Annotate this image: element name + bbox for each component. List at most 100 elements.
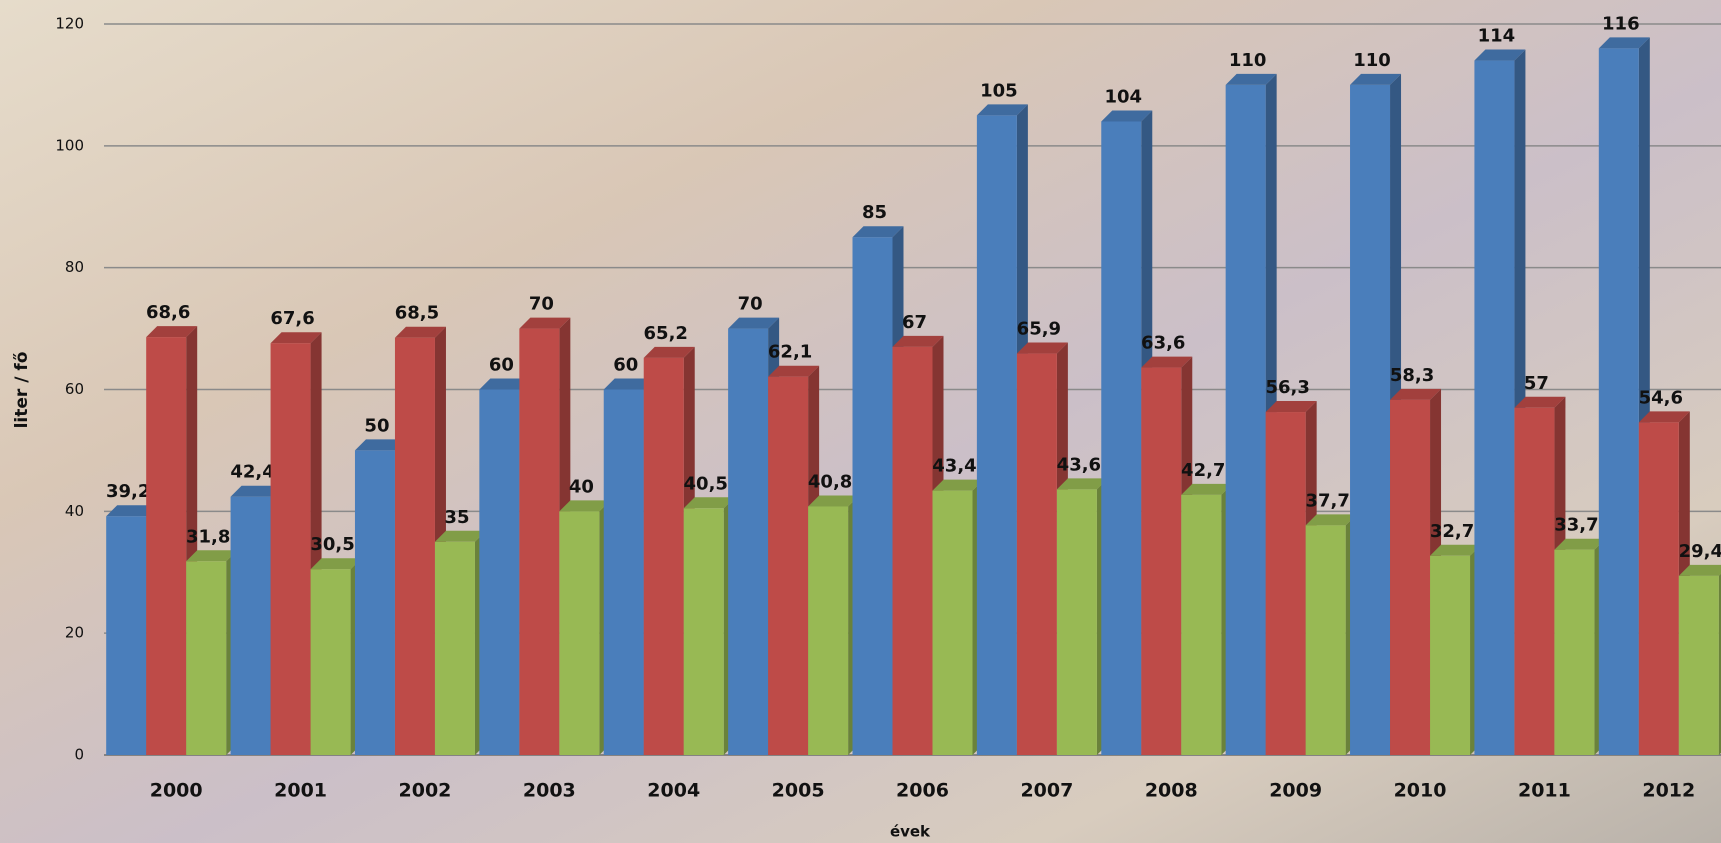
y-tick-label: 100 (55, 136, 84, 154)
value-label: 116 (1602, 13, 1640, 34)
bar (684, 508, 724, 755)
bar (1599, 48, 1639, 755)
value-label: 65,2 (644, 323, 688, 344)
value-label: 67 (902, 312, 927, 333)
bar (186, 561, 226, 755)
bar (311, 569, 351, 755)
value-label: 29,4 (1679, 541, 1721, 562)
value-label: 57 (1524, 373, 1549, 394)
bar (1181, 495, 1221, 755)
value-label: 50 (364, 415, 389, 436)
bar (1306, 525, 1346, 755)
bar (231, 497, 271, 755)
bar (1266, 412, 1306, 755)
value-label: 54,6 (1639, 387, 1683, 408)
y-axis-label: liter / fő (12, 352, 32, 429)
bar (1679, 576, 1719, 755)
value-label: 70 (529, 294, 554, 315)
x-tick-label: 2004 (647, 780, 700, 802)
chart: liter / fő évek 0 20 40 60 80 100 120 2000 39,2 6… (0, 0, 1721, 843)
value-label: 85 (862, 202, 887, 223)
value-label: 42,4 (230, 462, 274, 483)
bar (893, 347, 933, 755)
bar (479, 390, 519, 756)
x-tick-label: 2003 (523, 780, 576, 802)
bar (604, 390, 644, 756)
bar (271, 343, 311, 755)
bar (1514, 408, 1554, 755)
bar (355, 450, 395, 755)
bar (1554, 550, 1594, 755)
x-axis-label: évek (890, 823, 931, 841)
y-tick-label: 120 (55, 15, 84, 33)
x-tick-label: 2009 (1269, 780, 1322, 802)
x-tick-label: 2001 (274, 780, 327, 802)
y-tick-label: 40 (65, 502, 84, 520)
value-label: 40,5 (684, 473, 728, 494)
bar (1390, 400, 1430, 755)
value-label: 70 (738, 294, 763, 315)
bar (1639, 422, 1679, 755)
bar (853, 237, 893, 755)
value-label: 43,4 (932, 456, 976, 477)
value-label: 65,9 (1017, 319, 1061, 340)
x-tick-label: 2008 (1145, 780, 1198, 802)
x-tick-label: 2012 (1642, 780, 1695, 802)
bar (1226, 85, 1266, 755)
value-label: 60 (613, 355, 638, 376)
value-label: 110 (1353, 50, 1391, 71)
value-label: 31,8 (186, 526, 230, 547)
y-tick-label: 80 (65, 258, 84, 276)
bar (395, 338, 435, 755)
value-label: 68,6 (146, 302, 190, 323)
bar (933, 491, 973, 755)
x-tick-label: 2002 (399, 780, 452, 802)
value-label: 32,7 (1430, 521, 1474, 542)
y-tick-label: 60 (65, 380, 84, 398)
value-label: 68,5 (395, 303, 439, 324)
x-tick-label: 2007 (1020, 780, 1073, 802)
bar (559, 511, 599, 755)
x-tick-label: 2006 (896, 780, 949, 802)
value-label: 33,7 (1554, 515, 1598, 536)
value-label: 56,3 (1265, 377, 1309, 398)
bar (435, 542, 475, 755)
value-label: 60 (489, 355, 514, 376)
value-label: 37,7 (1305, 490, 1349, 511)
bar (1350, 85, 1390, 755)
y-tick-label: 0 (74, 746, 84, 764)
bar (644, 358, 684, 755)
bar (106, 516, 146, 755)
bar (977, 115, 1017, 755)
bar (1474, 61, 1514, 755)
value-label: 43,6 (1057, 454, 1101, 475)
value-label: 35 (444, 507, 469, 528)
value-label: 67,6 (270, 308, 314, 329)
value-label: 42,7 (1181, 460, 1225, 481)
x-tick-label: 2010 (1394, 780, 1447, 802)
x-tick-label: 2011 (1518, 780, 1571, 802)
value-label: 105 (980, 80, 1018, 101)
x-tick-label: 2000 (150, 780, 203, 802)
value-label: 104 (1104, 86, 1142, 107)
value-label: 39,2 (106, 481, 150, 502)
value-label: 30,5 (310, 534, 354, 555)
value-label: 62,1 (768, 342, 812, 363)
bar (519, 329, 559, 755)
bar (1057, 489, 1097, 755)
bar (146, 337, 186, 755)
x-tick-label: 2005 (772, 780, 825, 802)
bar (728, 329, 768, 755)
bar (768, 377, 808, 755)
bar (1141, 368, 1181, 755)
y-tick-label: 20 (65, 624, 84, 642)
value-label: 110 (1229, 50, 1267, 71)
value-label: 63,6 (1141, 333, 1185, 354)
bar (808, 506, 848, 755)
bar (1017, 354, 1057, 755)
value-label: 40 (569, 476, 594, 497)
value-label: 58,3 (1390, 365, 1434, 386)
bar (1430, 556, 1470, 755)
bar (1101, 121, 1141, 755)
value-label: 114 (1478, 26, 1516, 47)
